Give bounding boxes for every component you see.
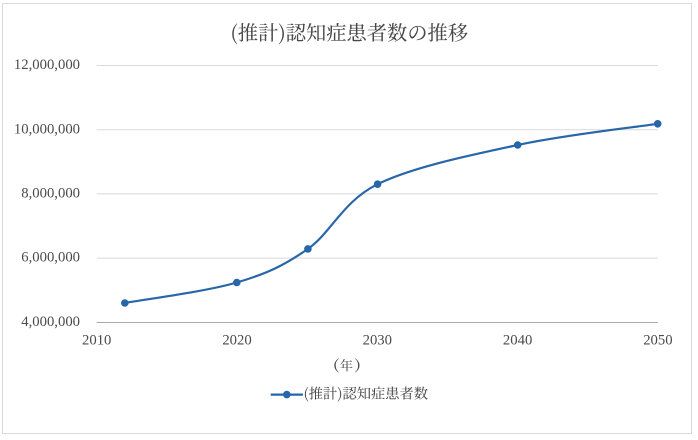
svg-text:2050: 2050 bbox=[643, 333, 672, 349]
svg-text:12,000,000: 12,000,000 bbox=[14, 57, 80, 73]
svg-text:2010: 2010 bbox=[82, 333, 111, 349]
svg-text:2040: 2040 bbox=[503, 333, 532, 349]
svg-text:4,000,000: 4,000,000 bbox=[21, 314, 80, 330]
svg-text:6,000,000: 6,000,000 bbox=[21, 250, 80, 266]
svg-text:8,000,000: 8,000,000 bbox=[21, 186, 80, 202]
svg-text:10,000,000: 10,000,000 bbox=[14, 121, 80, 137]
svg-text:2030: 2030 bbox=[363, 333, 392, 349]
svg-text:2020: 2020 bbox=[222, 333, 251, 349]
